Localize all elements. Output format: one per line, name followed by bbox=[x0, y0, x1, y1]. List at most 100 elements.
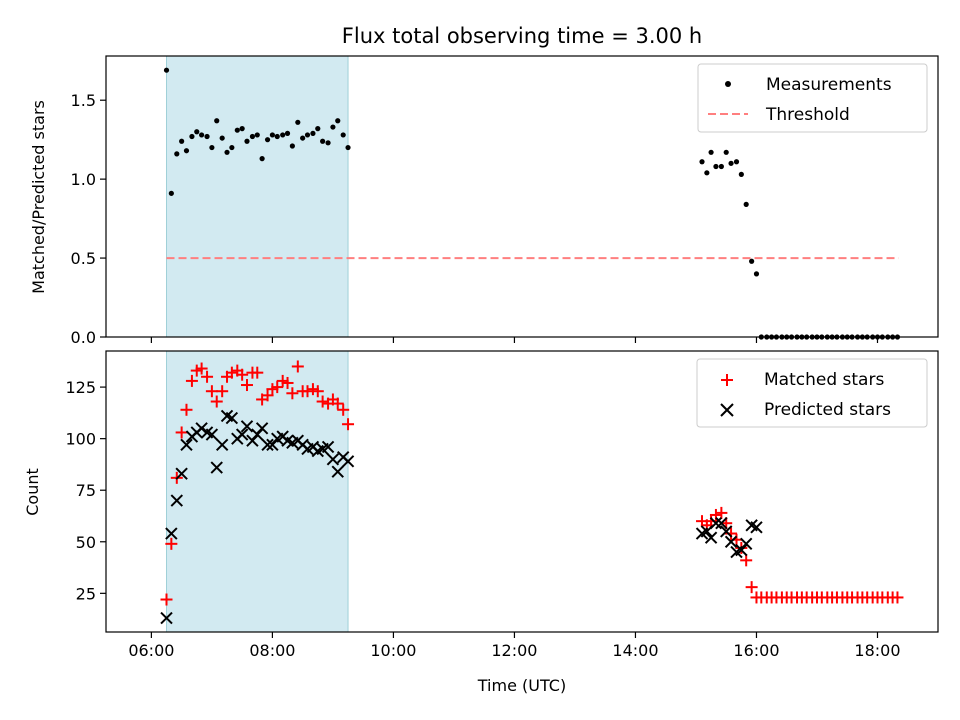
legend-measurements-label: Measurements bbox=[766, 75, 892, 95]
predicted-star-point bbox=[235, 428, 249, 441]
measurement-point bbox=[320, 138, 326, 144]
legend-predicted-label: Predicted stars bbox=[764, 400, 891, 420]
x-axis-label: Time (UTC) bbox=[477, 676, 566, 695]
matched-star-point bbox=[175, 426, 188, 439]
measurement-point bbox=[269, 132, 275, 138]
measurement-point bbox=[274, 133, 280, 140]
matched-star-point bbox=[281, 376, 294, 389]
x-tick-label: 08:00 bbox=[249, 641, 295, 660]
y-tick-label: 0.0 bbox=[71, 328, 96, 347]
matched-star-point bbox=[180, 403, 193, 416]
x-tick-label: 10:00 bbox=[370, 641, 416, 660]
predicted-star-point bbox=[720, 525, 733, 538]
measurement-point bbox=[289, 143, 295, 149]
top-y-axis: 0.0 0.5 1.0 1.5 bbox=[71, 91, 106, 347]
x-tick-label: 12:00 bbox=[491, 641, 537, 660]
predicted-star-point bbox=[341, 455, 355, 468]
measurement-point bbox=[229, 144, 235, 151]
matched-star-point bbox=[216, 385, 229, 398]
matched-star-point bbox=[201, 370, 214, 383]
measurement-point bbox=[249, 133, 256, 140]
matched-star-point bbox=[316, 395, 329, 408]
measurement-point bbox=[315, 126, 321, 132]
predicted-star-point bbox=[326, 453, 340, 466]
measurement-point bbox=[708, 149, 714, 155]
predicted-star-point bbox=[170, 494, 184, 507]
matched-star-point bbox=[185, 374, 198, 387]
bottom-plot-frame bbox=[105, 350, 939, 633]
predicted-star-point bbox=[709, 517, 723, 530]
predicted-star-point bbox=[255, 422, 269, 435]
measurement-point bbox=[199, 132, 205, 138]
matched-star-point bbox=[342, 418, 355, 431]
measurement-point bbox=[304, 132, 311, 138]
measurement-point bbox=[733, 159, 740, 165]
predicted-star-point bbox=[750, 521, 763, 534]
measurement-point bbox=[280, 132, 286, 138]
legend-predicted-marker bbox=[720, 403, 734, 417]
star-count-points bbox=[160, 360, 904, 625]
legend-matched-label: Matched stars bbox=[764, 370, 884, 390]
measurement-point bbox=[335, 118, 341, 124]
matched-star-point bbox=[261, 389, 274, 402]
measurement-point bbox=[194, 129, 200, 135]
chart-title: Flux total observing time = 3.00 h bbox=[342, 24, 702, 48]
measurement-point bbox=[168, 190, 174, 196]
measurement-point bbox=[284, 130, 291, 136]
measurement-point bbox=[179, 138, 185, 144]
y-tick-label: 100 bbox=[65, 430, 96, 449]
measurement-point bbox=[219, 135, 225, 141]
x-tick-label: 06:00 bbox=[128, 641, 174, 660]
bottom-panel: 25 50 75 100 125 06:00 08:00 10:00 12:00 14:00 16… bbox=[23, 350, 939, 695]
measurement-point bbox=[699, 159, 705, 165]
matched-star-point bbox=[331, 397, 344, 410]
measurement-point bbox=[743, 201, 749, 207]
top-legend: Measurements Threshold bbox=[697, 63, 928, 133]
x-tick-label: 14:00 bbox=[612, 641, 658, 660]
predicted-star-point bbox=[724, 535, 738, 548]
predicted-star-point bbox=[165, 527, 178, 540]
measurement-point bbox=[330, 124, 336, 130]
predicted-star-point bbox=[240, 420, 254, 433]
measurement-point bbox=[310, 130, 316, 136]
measurement-point bbox=[189, 133, 195, 140]
predicted-star-point bbox=[321, 440, 335, 454]
y-tick-label: 1.5 bbox=[71, 91, 96, 110]
predicted-star-point bbox=[180, 438, 193, 452]
x-tick-label: 16:00 bbox=[733, 641, 779, 660]
measurement-point bbox=[234, 127, 240, 133]
top-x-axis-ticks bbox=[150, 337, 879, 343]
predicted-star-point bbox=[739, 537, 753, 551]
measurement-point bbox=[224, 149, 230, 155]
measurement-point bbox=[209, 144, 215, 151]
matched-star-point bbox=[271, 381, 284, 394]
measurement-point bbox=[254, 132, 260, 138]
legend-threshold-label: Threshold bbox=[765, 105, 850, 125]
y-tick-label: 125 bbox=[65, 378, 96, 397]
measurement-point bbox=[325, 140, 331, 146]
top-y-axis-label: Matched/Predicted stars bbox=[29, 100, 48, 294]
bottom-legend-box bbox=[696, 358, 928, 428]
matched-star-point bbox=[286, 387, 299, 400]
bottom-y-axis-label: Count bbox=[23, 468, 42, 516]
matched-star-point bbox=[195, 362, 208, 375]
matched-star-point bbox=[205, 385, 218, 398]
matched-star-point bbox=[891, 591, 904, 604]
predicted-star-point bbox=[225, 411, 239, 425]
predicted-star-point bbox=[704, 531, 718, 544]
measurement-point bbox=[214, 118, 220, 124]
matched-star-point bbox=[225, 366, 238, 379]
bottom-shaded-interval bbox=[166, 350, 349, 633]
measurement-point bbox=[244, 138, 250, 144]
matched-star-point bbox=[210, 395, 223, 408]
bottom-y-axis: 25 50 75 100 125 bbox=[65, 378, 106, 603]
matched-star-point bbox=[715, 506, 728, 519]
measurement-point bbox=[704, 170, 710, 176]
legend-matched-marker bbox=[721, 374, 733, 386]
y-tick-label: 25 bbox=[76, 584, 96, 603]
measurement-point bbox=[713, 163, 719, 170]
predicted-star-point bbox=[261, 438, 274, 452]
measurement-point bbox=[718, 163, 724, 170]
top-plot-frame bbox=[105, 55, 939, 338]
